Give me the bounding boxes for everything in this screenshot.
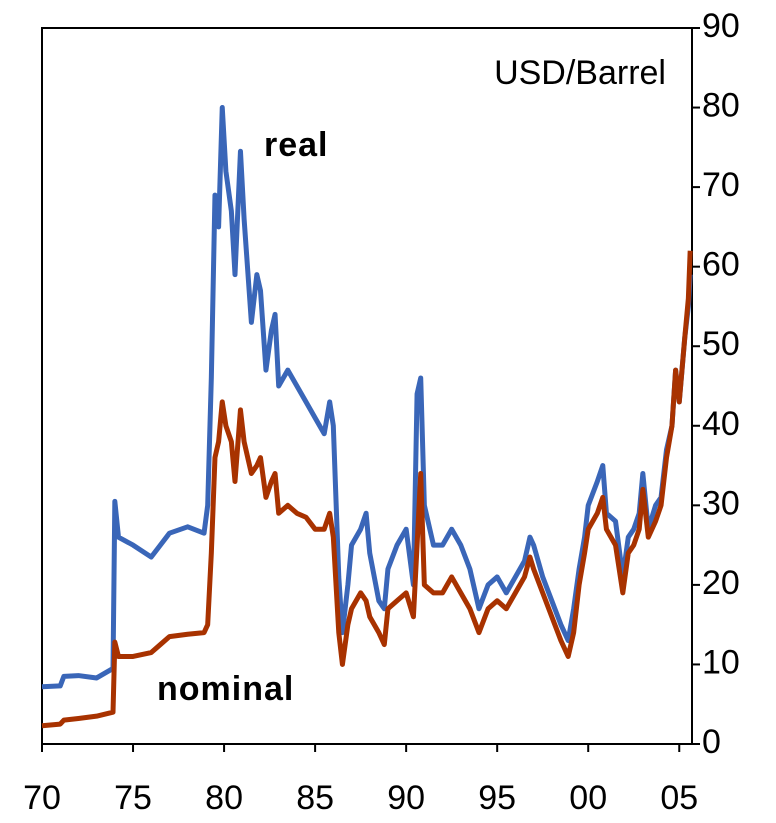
- y-tick-label: 60: [702, 246, 740, 284]
- x-tick-label: 75: [114, 779, 152, 817]
- y-tick-label: 50: [702, 325, 740, 363]
- y-tick-label: 80: [702, 87, 740, 125]
- x-tick-label: 80: [205, 779, 243, 817]
- x-tick-label: 90: [387, 779, 425, 817]
- x-tick-label: 95: [478, 779, 516, 817]
- y-tick-label: 10: [702, 643, 740, 681]
- y-tick-label: 40: [702, 405, 740, 443]
- x-tick-label: 00: [569, 779, 607, 817]
- y-tick-label: 0: [702, 723, 721, 761]
- line-0: [41, 105, 693, 690]
- unit-label: USD/Barrel: [494, 54, 666, 92]
- y-tick-label: 30: [702, 484, 740, 522]
- x-tick-label: 05: [660, 779, 698, 817]
- x-tick-label: 85: [296, 779, 334, 817]
- annotation-nominal: nominal: [157, 670, 294, 708]
- y-tick-label: 90: [702, 7, 740, 45]
- y-tick-label: 20: [702, 564, 740, 602]
- annotation-real: real: [264, 126, 329, 164]
- line-1: [41, 250, 693, 729]
- plot-frame: [41, 27, 693, 745]
- y-tick-label: 70: [702, 166, 740, 204]
- x-tick-label: 70: [23, 779, 61, 817]
